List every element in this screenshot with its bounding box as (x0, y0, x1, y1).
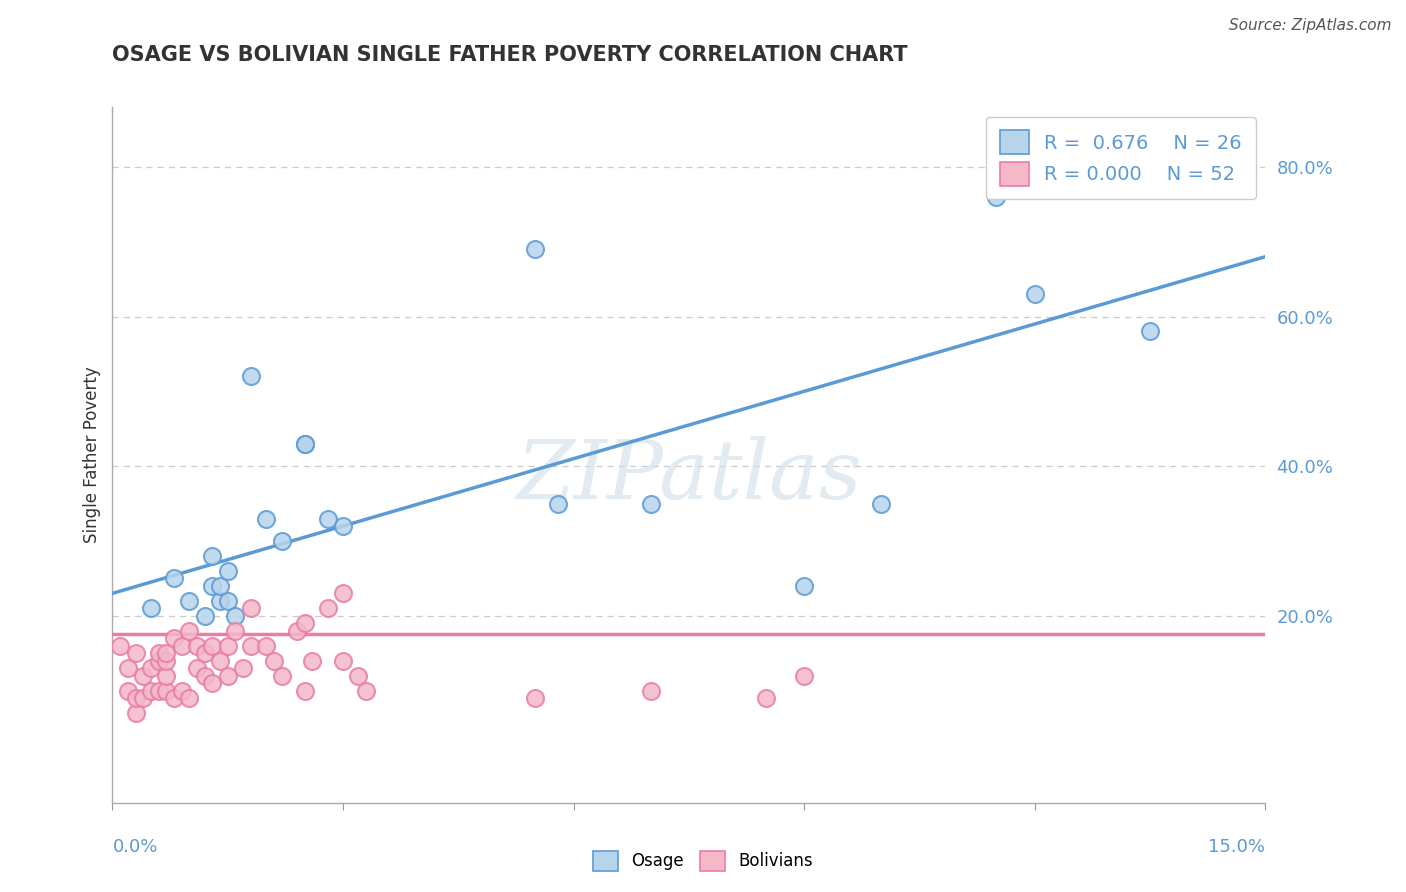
Point (201, 676, 224, 690)
Y-axis label: Single Father Poverty: Single Father Poverty (83, 367, 101, 543)
Point (986, 190, 1008, 204)
Point (179, 594, 201, 608)
Point (232, 661, 254, 675)
Point (124, 706, 146, 720)
Point (217, 639, 239, 653)
Point (640, 683, 662, 698)
Point (354, 683, 377, 698)
Point (1139, 325, 1161, 339)
Point (294, 683, 316, 698)
Point (217, 594, 239, 608)
Point (132, 668, 155, 682)
Text: 15.0%: 15.0% (1208, 838, 1265, 855)
Point (124, 646, 146, 660)
Point (163, 691, 186, 706)
Point (294, 616, 316, 631)
Legend: Osage, Bolivians: Osage, Bolivians (585, 842, 821, 880)
Point (239, 369, 262, 384)
Point (201, 579, 224, 593)
Point (124, 691, 146, 706)
Text: 0.0%: 0.0% (112, 838, 157, 855)
Point (263, 654, 285, 668)
Point (316, 511, 339, 525)
Point (117, 661, 139, 675)
Point (194, 608, 217, 623)
Point (1024, 287, 1046, 301)
Point (139, 601, 162, 615)
Point (186, 661, 208, 675)
Point (132, 691, 155, 706)
Point (640, 497, 662, 511)
Point (547, 497, 569, 511)
Point (194, 668, 217, 682)
Point (301, 654, 323, 668)
Point (170, 683, 193, 698)
Point (332, 519, 354, 533)
Point (148, 646, 170, 660)
Point (224, 624, 246, 638)
Point (239, 639, 262, 653)
Point (209, 654, 232, 668)
Text: Source: ZipAtlas.com: Source: ZipAtlas.com (1229, 18, 1392, 33)
Point (316, 601, 339, 615)
Point (201, 639, 224, 653)
Point (332, 586, 354, 600)
Point (347, 668, 370, 682)
Point (201, 549, 224, 563)
Point (793, 668, 815, 682)
Point (179, 624, 201, 638)
Point (294, 436, 316, 450)
Legend: R =  0.676    N = 26, R = 0.000    N = 52: R = 0.676 N = 26, R = 0.000 N = 52 (986, 117, 1256, 199)
Point (117, 683, 139, 698)
Point (332, 654, 354, 668)
Point (524, 691, 547, 706)
Point (148, 683, 170, 698)
Point (239, 601, 262, 615)
Point (254, 511, 277, 525)
Point (524, 242, 547, 256)
Point (163, 631, 186, 645)
Point (108, 639, 131, 653)
Point (793, 579, 815, 593)
Point (148, 654, 170, 668)
Point (254, 639, 277, 653)
Point (163, 571, 186, 585)
Point (194, 646, 217, 660)
Point (217, 564, 239, 578)
Point (209, 579, 232, 593)
Point (170, 639, 193, 653)
Point (270, 668, 292, 682)
Point (217, 668, 239, 682)
Text: OSAGE VS BOLIVIAN SINGLE FATHER POVERTY CORRELATION CHART: OSAGE VS BOLIVIAN SINGLE FATHER POVERTY … (112, 45, 908, 64)
Point (155, 683, 177, 698)
Point (209, 594, 232, 608)
Text: ZIPatlas: ZIPatlas (516, 436, 862, 516)
Point (139, 661, 162, 675)
Point (224, 608, 246, 623)
Point (270, 533, 292, 548)
Point (155, 654, 177, 668)
Point (294, 436, 316, 450)
Point (186, 639, 208, 653)
Point (755, 691, 778, 706)
Point (870, 497, 893, 511)
Point (139, 683, 162, 698)
Point (155, 668, 177, 682)
Point (179, 691, 201, 706)
Point (155, 646, 177, 660)
Point (285, 624, 308, 638)
